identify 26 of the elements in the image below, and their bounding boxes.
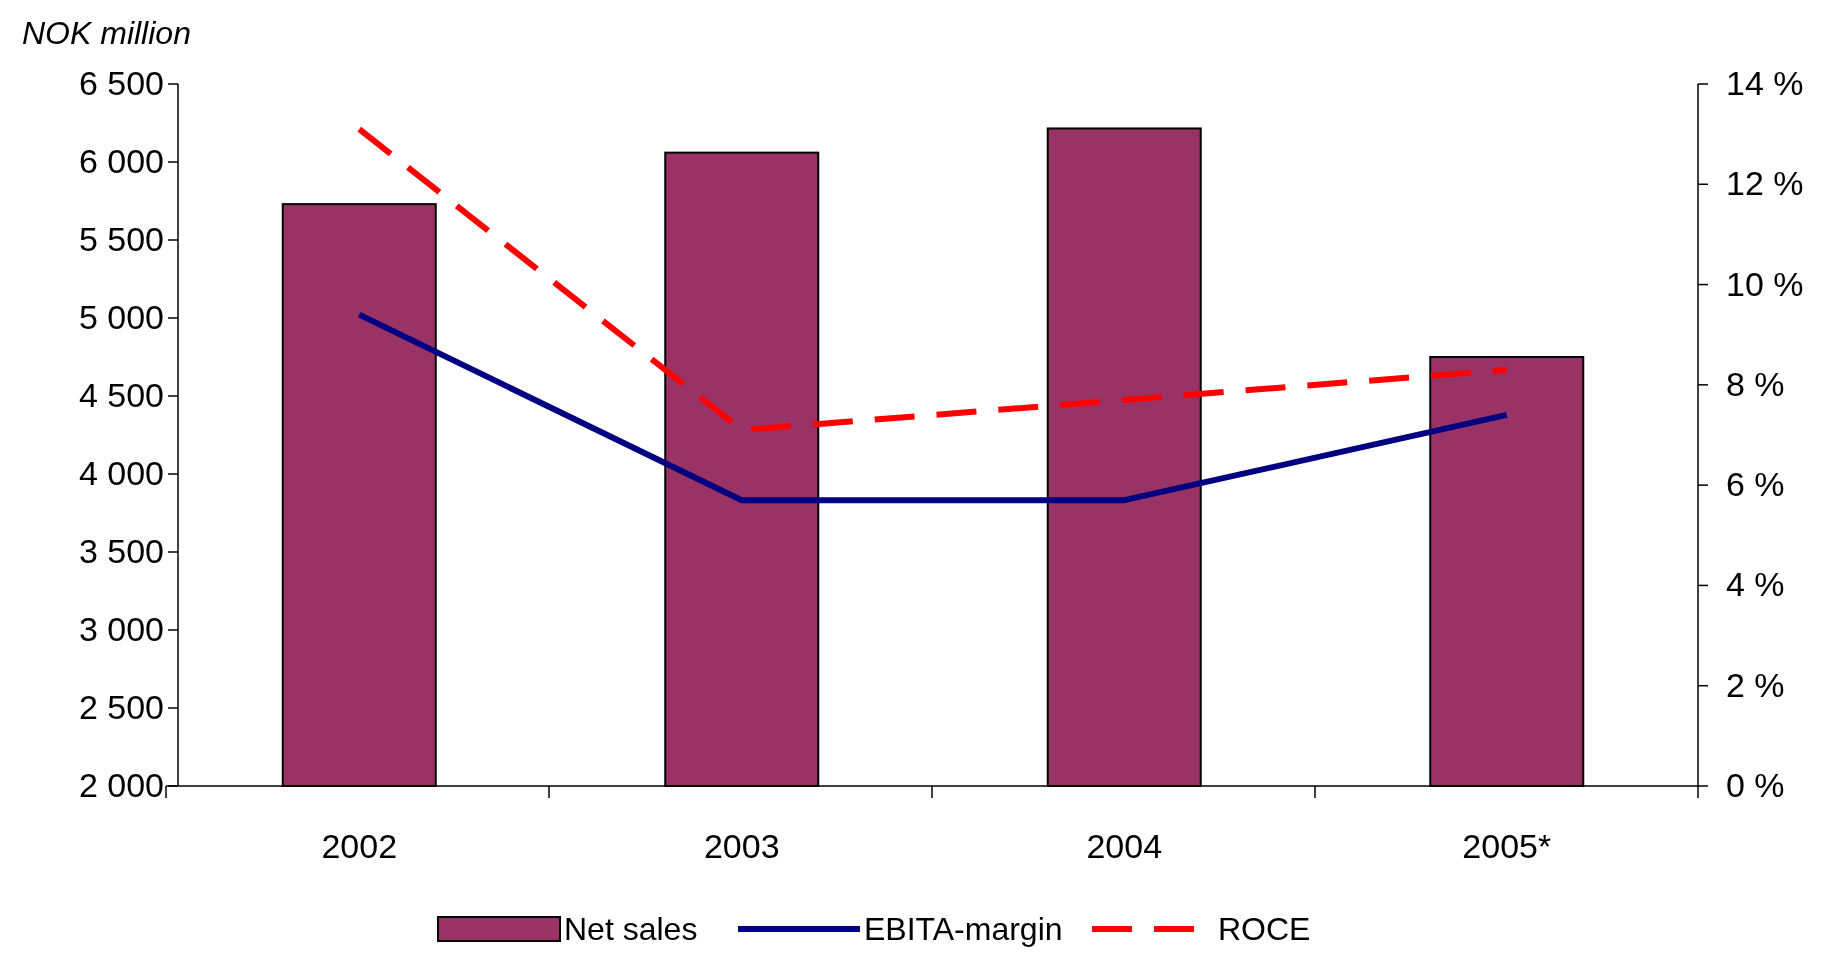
y-tick-label: 3 000	[78, 610, 164, 648]
y-tick-label: 6 000	[78, 142, 164, 180]
y2-tick-label: 12 %	[1726, 164, 1804, 203]
y-tick-label: 2 500	[78, 688, 164, 726]
x-tick-label: 2003	[703, 827, 780, 865]
y2-tick-label: 0 %	[1726, 766, 1785, 804]
y-tick-label: 2 000	[78, 766, 164, 804]
legend-label: Net sales	[564, 911, 698, 947]
x-tick-label: 2004	[1086, 827, 1163, 865]
y2-tick-label: 6 %	[1726, 465, 1785, 504]
y-tick-label: 4 500	[78, 376, 164, 414]
x-tick-label: 2002	[321, 827, 398, 865]
y-tick-label: 5 000	[78, 298, 164, 336]
y-tick-label: 3 500	[78, 532, 164, 570]
y-tick-label: 6 500	[78, 64, 164, 102]
y-axis-title: NOK million	[22, 15, 191, 51]
legend-label: ROCE	[1218, 911, 1311, 947]
y-tick-label: 5 500	[78, 220, 164, 258]
y2-tick-label: 4 %	[1726, 565, 1785, 604]
x-tick-label: 2005*	[1462, 827, 1552, 865]
y2-tick-label: 14 %	[1726, 64, 1804, 102]
legend-label: EBITA-margin	[864, 911, 1063, 947]
y2-tick-label: 8 %	[1726, 364, 1785, 403]
y2-tick-label: 2 %	[1726, 665, 1785, 704]
y-tick-label: 4 000	[78, 454, 164, 492]
y2-tick-label: 10 %	[1726, 264, 1804, 303]
